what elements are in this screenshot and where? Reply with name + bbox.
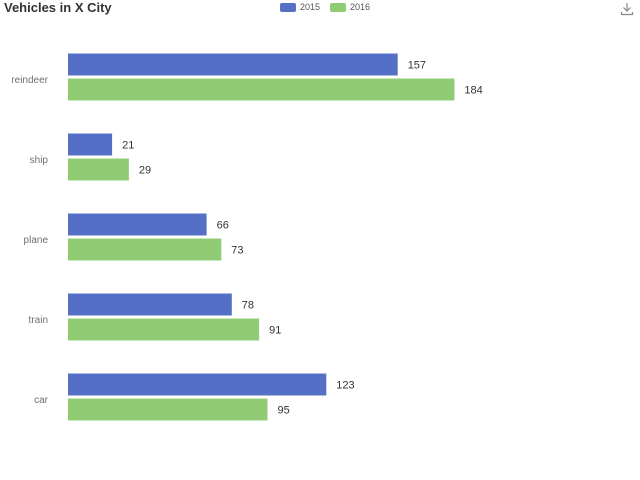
- bar-car-2015[interactable]: [68, 373, 327, 396]
- legend-label-2016: 2016: [350, 2, 371, 12]
- bar-reindeer-2015[interactable]: [68, 53, 398, 76]
- bar-car-2016[interactable]: [68, 398, 268, 421]
- value-label-plane-2016: 73: [231, 245, 243, 257]
- legend-swatch-2016: [330, 2, 347, 12]
- legend-label-2015: 2015: [300, 2, 321, 12]
- bar-train-2015[interactable]: [68, 293, 232, 316]
- legend-item-2015[interactable]: 2015: [280, 2, 320, 12]
- bar-reindeer-2016[interactable]: [68, 78, 455, 101]
- value-label-train-2016: 91: [269, 325, 281, 337]
- bar-ship-2015[interactable]: [68, 133, 113, 156]
- legend-item-2016[interactable]: 2016: [330, 2, 370, 12]
- category-label-reindeer: reindeer: [11, 75, 48, 86]
- value-label-car-2015: 123: [336, 380, 354, 392]
- chart-title: Vehicles in X City: [4, 0, 112, 15]
- bar-plane-2015[interactable]: [68, 213, 207, 236]
- category-label-car: car: [34, 395, 49, 406]
- legend-swatch-2015: [280, 2, 296, 12]
- legend: 2015 2016: [280, 2, 370, 12]
- category-label-train: train: [29, 315, 48, 326]
- value-label-reindeer-2015: 157: [408, 60, 426, 72]
- bar-ship-2016[interactable]: [68, 158, 129, 181]
- value-label-train-2015: 78: [242, 300, 254, 312]
- bar-plane-2016[interactable]: [68, 238, 222, 261]
- category-label-ship: ship: [30, 155, 49, 166]
- value-label-car-2016: 95: [278, 405, 290, 417]
- value-label-ship-2016: 29: [139, 165, 151, 177]
- value-label-reindeer-2016: 184: [464, 85, 482, 97]
- bar-train-2016[interactable]: [68, 318, 260, 341]
- category-label-plane: plane: [24, 235, 49, 246]
- value-label-plane-2015: 66: [217, 220, 229, 232]
- value-label-ship-2015: 21: [122, 140, 134, 152]
- download-icon[interactable]: [620, 2, 634, 16]
